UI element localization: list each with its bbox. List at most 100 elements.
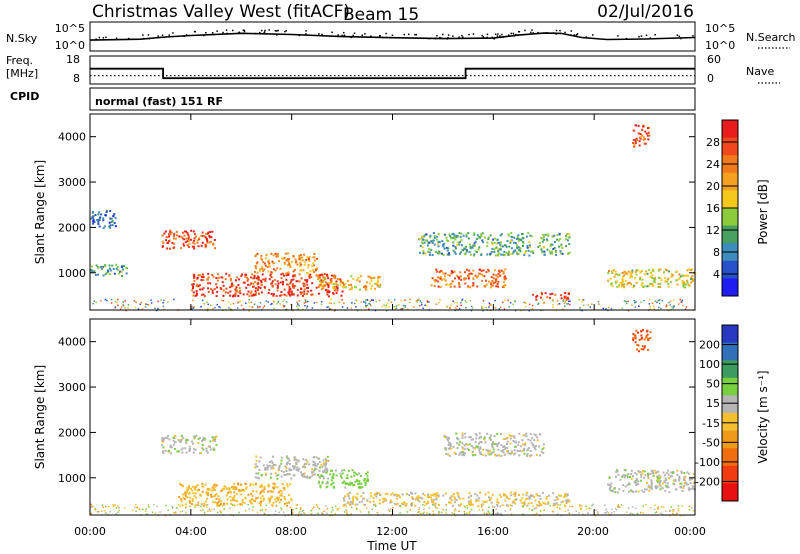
power-cell — [644, 130, 647, 133]
power-cell — [663, 271, 665, 274]
velocity-cell — [276, 496, 279, 499]
velocity-cell — [456, 437, 458, 440]
power-cell — [313, 259, 316, 262]
power-cell — [579, 307, 581, 309]
velocity-cell — [449, 501, 452, 504]
velocity-cell — [344, 481, 347, 484]
velocity-cell — [263, 497, 265, 500]
velocity-cell — [188, 499, 191, 502]
power-cell — [115, 267, 118, 270]
power-cell — [333, 310, 336, 312]
power-cell — [246, 293, 249, 296]
power-cell — [607, 306, 610, 309]
power-cell — [191, 305, 193, 308]
velocity-cell — [657, 507, 659, 510]
velocity-cell — [640, 473, 643, 476]
velocity-cell — [629, 476, 631, 478]
velocity-cell — [496, 454, 498, 457]
power-cell — [257, 306, 259, 309]
velocity-cell — [229, 499, 232, 502]
velocity-cell — [538, 504, 540, 507]
velocity-cell — [186, 496, 189, 499]
nsky-point — [481, 34, 483, 37]
velocity-cell — [489, 499, 491, 502]
power-cell — [259, 287, 262, 290]
power-cell — [472, 282, 475, 285]
power-cell — [565, 298, 568, 301]
power-cell — [399, 308, 402, 310]
velocity-cell — [236, 492, 239, 495]
velocity-cell — [468, 492, 471, 494]
velocity-cell — [280, 492, 283, 495]
power-cell — [260, 291, 263, 294]
velocity-cell — [497, 505, 499, 507]
power-cell — [254, 290, 257, 293]
velocity-cell — [455, 432, 458, 435]
velocity-cell — [492, 509, 494, 512]
velocity-cell — [507, 452, 510, 455]
velocity-cell — [506, 440, 509, 443]
power-cell — [457, 281, 460, 284]
velocity-cell — [533, 446, 536, 449]
velocity-cell — [689, 488, 692, 491]
power-cell — [245, 273, 248, 276]
nsky-point — [318, 33, 320, 35]
power-cell — [183, 238, 186, 241]
power-cell — [299, 287, 302, 290]
velocity-cell — [585, 505, 587, 507]
power-cell — [180, 235, 183, 238]
power-cell — [416, 301, 418, 303]
velocity-cell — [497, 448, 500, 451]
velocity-cell — [177, 439, 180, 442]
velocity-cell — [94, 509, 97, 511]
velocity-cell — [295, 507, 297, 510]
velocity-cell — [194, 506, 196, 508]
power-cell — [473, 233, 476, 236]
power-cell — [690, 276, 693, 279]
velocity-cell — [528, 508, 531, 510]
velocity-cell — [678, 477, 681, 480]
power-cell — [118, 272, 121, 275]
power-cell — [669, 304, 671, 306]
velocity-cell — [294, 465, 297, 468]
power-cell — [415, 299, 418, 302]
nsky-point — [205, 32, 207, 34]
power-cell — [283, 293, 286, 296]
power-cell — [267, 270, 270, 273]
power-cell — [507, 254, 510, 256]
power-cell — [173, 233, 176, 235]
velocity-cell — [683, 485, 686, 487]
velocity-cell — [323, 469, 326, 472]
power-cell — [626, 283, 629, 286]
power-cell — [554, 293, 557, 296]
velocity-cell — [624, 485, 627, 488]
velocity-cell — [430, 498, 433, 501]
x-tick-label: 00:00 — [74, 525, 106, 538]
power-cell — [235, 286, 238, 289]
nave-tick-top: 60 — [707, 53, 721, 66]
velocity-cell — [428, 495, 430, 498]
velocity-cell — [334, 513, 336, 515]
power-cell — [385, 304, 388, 306]
power-cell — [219, 287, 222, 289]
velocity-cell — [524, 442, 527, 445]
power-cell — [306, 293, 308, 295]
velocity-cell — [477, 505, 480, 507]
power-cell — [316, 257, 319, 260]
power-cell — [238, 291, 241, 294]
power-cell — [219, 306, 221, 309]
power-cell — [616, 285, 619, 288]
velocity-cell — [661, 487, 664, 490]
power-cell — [448, 233, 451, 236]
power-cell — [227, 301, 230, 303]
power-cell — [388, 306, 390, 308]
velocity-cell — [161, 439, 164, 442]
velocity-cell — [297, 514, 300, 517]
nsky-point — [414, 33, 416, 36]
power-cell — [304, 279, 307, 282]
power-cell — [327, 306, 330, 308]
power-cell — [109, 226, 112, 229]
nsky-point — [98, 36, 101, 39]
velocity-cell — [423, 511, 425, 513]
power-cell — [473, 242, 476, 245]
